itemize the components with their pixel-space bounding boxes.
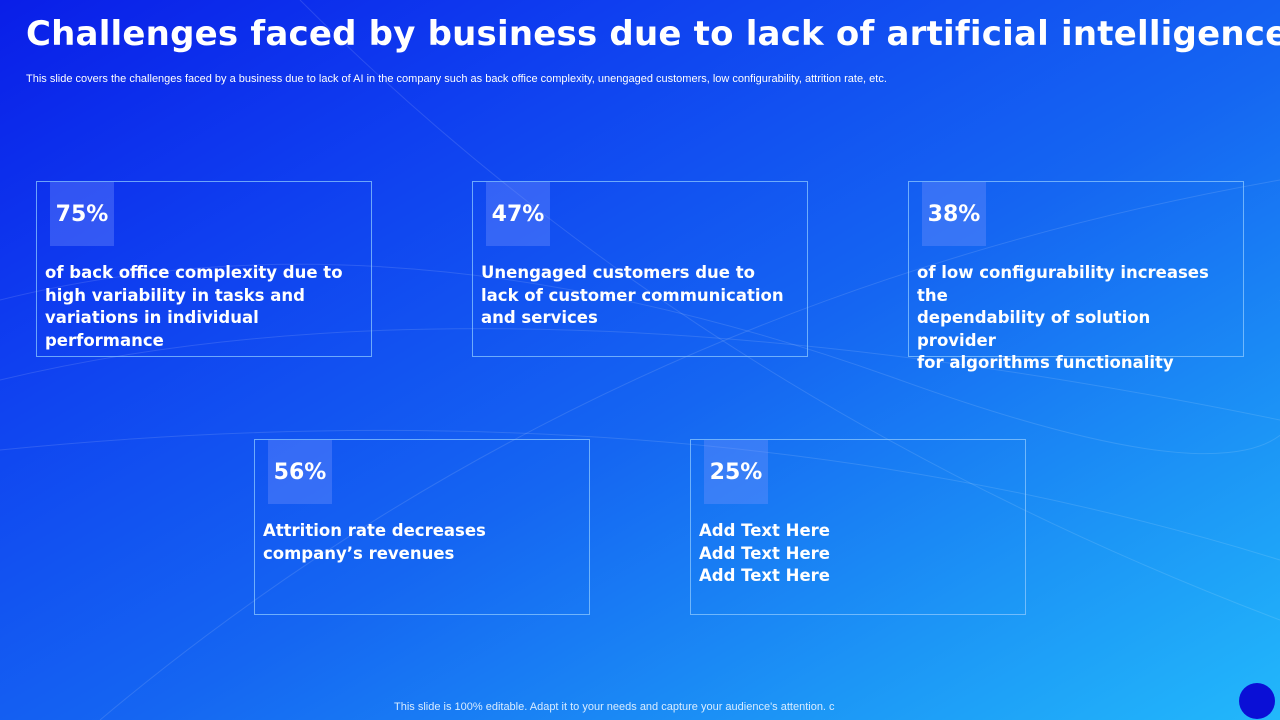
- slide-title: Challenges faced by business due to lack…: [26, 14, 1280, 54]
- stat-card-unengaged-customers: 47% Unengaged customers due to lack of c…: [472, 181, 808, 357]
- stat-card-low-configurability: 38% of low configurability increases the…: [908, 181, 1244, 372]
- stat-card-back-office: 75% of back office complexity due to hig…: [36, 181, 372, 357]
- card-description: of back office complexity due to high va…: [45, 263, 343, 350]
- percent-badge: 25%: [704, 440, 768, 504]
- card-description: of low configurability increases the dep…: [917, 263, 1209, 372]
- percent-badge: 47%: [486, 182, 550, 246]
- slide-subtitle: This slide covers the challenges faced b…: [26, 73, 887, 85]
- card-description: Unengaged customers due to lack of custo…: [481, 263, 784, 327]
- stat-card-placeholder: 25% Add Text Here Add Text Here Add Text…: [690, 439, 1026, 615]
- card-description: Attrition rate decreases company’s reven…: [263, 521, 486, 563]
- corner-dot-decoration: [1239, 683, 1275, 719]
- percent-badge: 38%: [922, 182, 986, 246]
- percent-badge: 56%: [268, 440, 332, 504]
- footer-note: This slide is 100% editable. Adapt it to…: [394, 701, 835, 713]
- percent-badge: 75%: [50, 182, 114, 246]
- stat-card-attrition-rate: 56% Attrition rate decreases company’s r…: [254, 439, 590, 615]
- card-description: Add Text Here Add Text Here Add Text Her…: [699, 521, 830, 585]
